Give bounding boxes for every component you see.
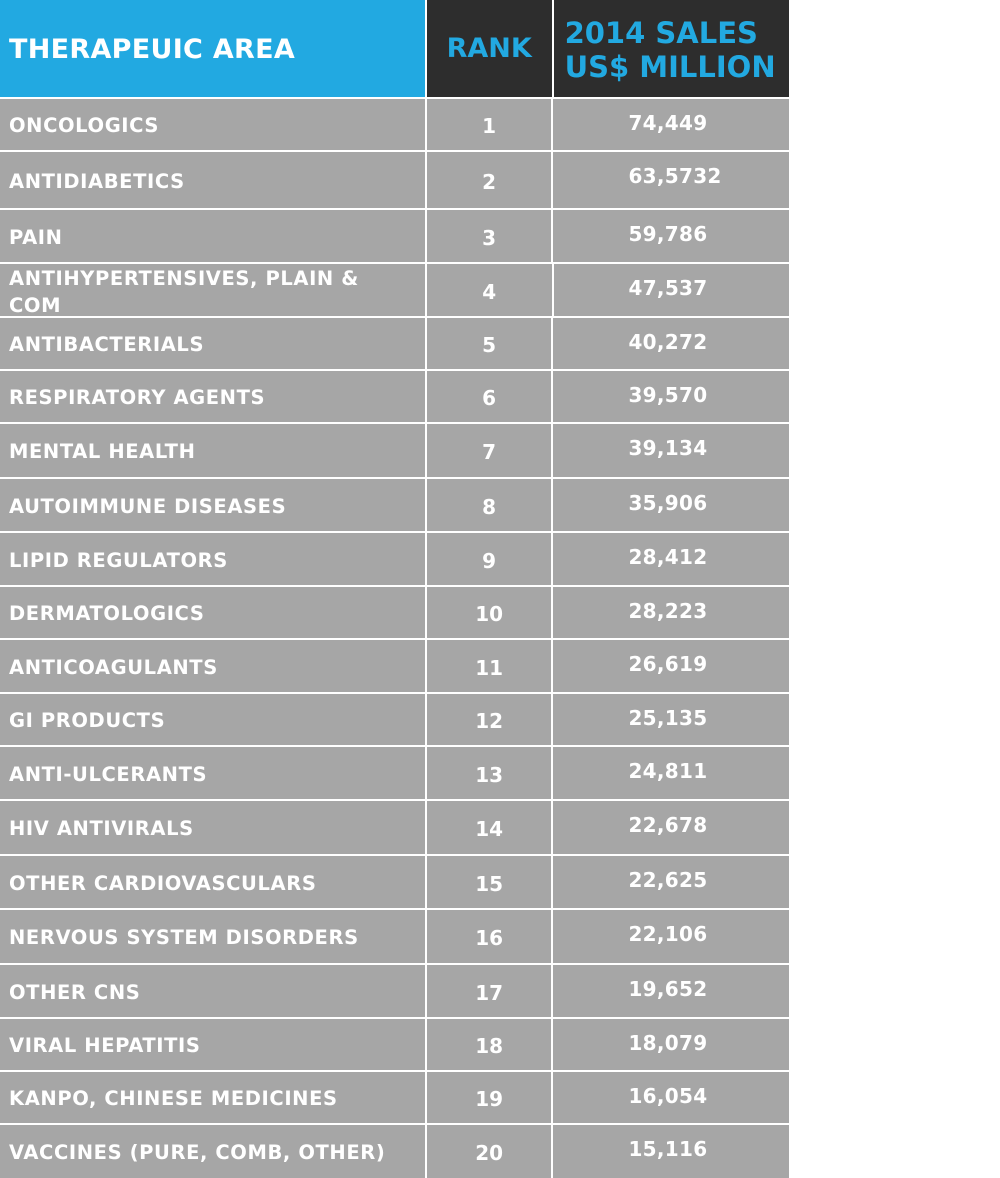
table-row: RESPIRATORY AGENTS 6 39,570	[0, 369, 789, 422]
table-row: ANTIBACTERIALS 5 40,272	[0, 316, 789, 369]
cell-rank: 4	[426, 264, 552, 316]
table-row: NERVOUS SYSTEM DISORDERS 16 22,106	[0, 908, 789, 963]
cell-sales: 22,625	[553, 856, 789, 908]
cell-rank: 2	[426, 152, 552, 208]
cell-therapeutic-area: ANTIHYPERTENSIVES, PLAIN & COM	[0, 264, 425, 317]
cell-rank: 14	[426, 801, 552, 854]
cell-sales: 26,619	[553, 640, 789, 692]
cell-sales: 19,652	[553, 965, 789, 1017]
cell-therapeutic-area: DERMATOLOGICS	[0, 587, 425, 638]
cell-therapeutic-area: RESPIRATORY AGENTS	[0, 371, 425, 422]
table-row: GI PRODUCTS 12 25,135	[0, 692, 789, 745]
table-row: ANTIDIABETICS 2 63,5732	[0, 150, 789, 208]
cell-therapeutic-area: HIV ANTIVIRALS	[0, 801, 425, 854]
cell-rank: 8	[426, 479, 552, 531]
cell-therapeutic-area: AUTOIMMUNE DISEASES	[0, 479, 425, 531]
cell-sales: 39,570	[553, 371, 789, 422]
table-row: OTHER CARDIOVASCULARS 15 22,625	[0, 854, 789, 908]
cell-rank: 1	[426, 99, 552, 150]
cell-rank: 5	[426, 318, 552, 369]
cell-sales: 18,079	[553, 1019, 789, 1070]
cell-therapeutic-area: MENTAL HEALTH	[0, 424, 425, 477]
table-row: DERMATOLOGICS 10 28,223	[0, 585, 789, 638]
cell-sales: 40,272	[553, 318, 789, 369]
cell-therapeutic-area: OTHER CNS	[0, 965, 425, 1017]
cell-therapeutic-area: KANPO, CHINESE MEDICINES	[0, 1072, 425, 1123]
table-row: ANTI-ULCERANTS 13 24,811	[0, 745, 789, 799]
cell-rank: 19	[426, 1072, 552, 1123]
table-row: VACCINES (PURE, COMB, OTHER) 20 15,116	[0, 1123, 789, 1178]
cell-sales: 22,678	[553, 801, 789, 854]
cell-therapeutic-area: ANTICOAGULANTS	[0, 640, 425, 692]
cell-therapeutic-area: ONCOLOGICS	[0, 99, 425, 150]
table-row: LIPID REGULATORS 9 28,412	[0, 531, 789, 585]
cell-rank: 6	[426, 371, 552, 422]
cell-sales: 24,811	[553, 747, 789, 799]
header-sales-line1: 2014 SALES	[564, 15, 758, 50]
table-header: THERAPEUIC AREA RANK 2014 SALES US$ MILL…	[0, 0, 789, 97]
cell-rank: 9	[426, 533, 552, 585]
cell-sales: 63,5732	[553, 152, 789, 208]
cell-therapeutic-area: VACCINES (PURE, COMB, OTHER)	[0, 1125, 425, 1178]
table-row: OTHER CNS 17 19,652	[0, 963, 789, 1017]
table-row: MENTAL HEALTH 7 39,134	[0, 422, 789, 477]
cell-rank: 3	[426, 210, 552, 262]
cell-sales: 16,054	[553, 1072, 789, 1123]
table-row: ANTIHYPERTENSIVES, PLAIN & COM 4 47,537	[0, 262, 789, 317]
cell-sales: 74,449	[553, 99, 789, 150]
header-therapeutic-area: THERAPEUIC AREA	[0, 0, 425, 97]
cell-therapeutic-area: LIPID REGULATORS	[0, 533, 425, 585]
table-row: HIV ANTIVIRALS 14 22,678	[0, 799, 789, 854]
cell-sales: 22,106	[553, 910, 789, 963]
table-row: AUTOIMMUNE DISEASES 8 35,906	[0, 477, 789, 531]
cell-rank: 7	[426, 424, 552, 477]
cell-rank: 12	[426, 694, 552, 745]
cell-therapeutic-area: ANTIDIABETICS	[0, 152, 425, 208]
sales-table: THERAPEUIC AREA RANK 2014 SALES US$ MILL…	[0, 0, 789, 1178]
cell-rank: 20	[426, 1125, 552, 1178]
cell-sales: 25,135	[553, 694, 789, 745]
cell-sales: 39,134	[553, 424, 789, 477]
cell-rank: 10	[426, 587, 552, 638]
cell-rank: 11	[426, 640, 552, 692]
cell-therapeutic-area: OTHER CARDIOVASCULARS	[0, 856, 425, 908]
cell-sales: 28,223	[553, 587, 789, 638]
cell-rank: 13	[426, 747, 552, 799]
cell-therapeutic-area: PAIN	[0, 210, 425, 262]
header-rank: RANK	[426, 0, 552, 97]
table-row: VIRAL HEPATITIS 18 18,079	[0, 1017, 789, 1070]
table-row: ANTICOAGULANTS 11 26,619	[0, 638, 789, 692]
header-sales: 2014 SALES US$ MILLION	[553, 0, 789, 97]
cell-therapeutic-area: ANTI-ULCERANTS	[0, 747, 425, 799]
cell-therapeutic-area: GI PRODUCTS	[0, 694, 425, 745]
header-sales-line2: US$ MILLION	[564, 49, 776, 84]
table-body: ONCOLOGICS 1 74,449 ANTIDIABETICS 2 63,5732 PA…	[0, 97, 789, 1178]
table-row: KANPO, CHINESE MEDICINES 19 16,054	[0, 1070, 789, 1123]
cell-sales: 15,116	[553, 1125, 789, 1178]
cell-rank: 17	[426, 965, 552, 1017]
table-row: PAIN 3 59,786	[0, 208, 789, 262]
cell-rank: 18	[426, 1019, 552, 1070]
cell-therapeutic-area: ANTIBACTERIALS	[0, 318, 425, 369]
cell-rank: 16	[426, 910, 552, 963]
cell-sales: 47,537	[553, 264, 789, 316]
cell-rank: 15	[426, 856, 552, 908]
cell-sales: 59,786	[553, 210, 789, 262]
cell-therapeutic-area: NERVOUS SYSTEM DISORDERS	[0, 910, 425, 963]
cell-sales: 28,412	[553, 533, 789, 585]
cell-therapeutic-area: VIRAL HEPATITIS	[0, 1019, 425, 1070]
table-row: ONCOLOGICS 1 74,449	[0, 97, 789, 150]
cell-sales: 35,906	[553, 479, 789, 531]
